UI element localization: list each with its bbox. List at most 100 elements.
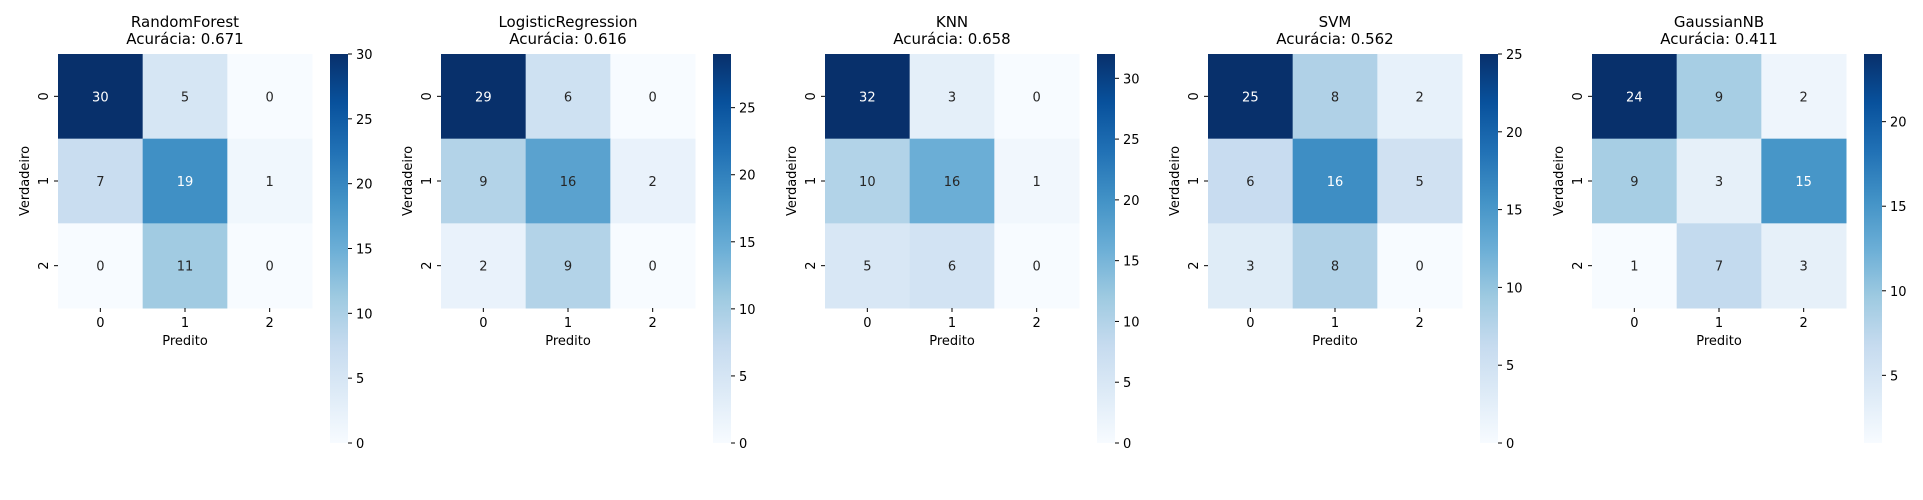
heatmap-cell: [441, 223, 527, 309]
x-axis-label: Predito: [1696, 334, 1742, 349]
colorbar-tick-label: 10: [1123, 315, 1140, 330]
colorbar-tick-label: 15: [1123, 255, 1140, 270]
heatmap-cell: [525, 223, 611, 309]
colorbar: [713, 54, 731, 443]
heatmap-cell: [909, 54, 995, 140]
cell-value-label: 1: [1630, 260, 1638, 275]
x-tick-label: 0: [1246, 316, 1254, 331]
heatmap-cell: [1208, 54, 1294, 140]
x-tick-label: 1: [948, 316, 956, 331]
colorbar-tick-label: 30: [1123, 72, 1140, 87]
cell-value-label: 0: [96, 260, 104, 275]
cell-value-label: 3: [1800, 260, 1808, 275]
heatmap-cell: [994, 54, 1080, 140]
cell-value-label: 6: [948, 260, 956, 275]
cell-value-label: 2: [649, 175, 657, 190]
cell-value-label: 3: [1246, 260, 1254, 275]
colorbar-tick-label: 15: [739, 236, 756, 251]
heatmap-cell: [1676, 54, 1762, 140]
y-tick-label: 0: [1187, 92, 1202, 100]
heatmap-cell: [610, 54, 696, 140]
cell-value-label: 3: [948, 90, 956, 105]
cell-value-label: 7: [96, 175, 104, 190]
colorbar-tick-label: 10: [356, 307, 373, 322]
colorbar-tick-label: 25: [356, 113, 373, 128]
heatmap-cell: [825, 138, 911, 224]
y-tick-label: 2: [420, 262, 435, 270]
heatmap-cell: [994, 223, 1080, 309]
x-tick-label: 1: [1331, 316, 1339, 331]
panel-subtitle: Acurácia: 0.658: [893, 30, 1010, 48]
heatmap-cell: [1592, 138, 1678, 224]
heatmap-cell: [825, 54, 911, 140]
heatmap-cell: [1208, 223, 1294, 309]
cell-value-label: 5: [863, 260, 871, 275]
heatmap-cell: [909, 138, 995, 224]
x-tick-label: 2: [266, 316, 274, 331]
colorbar-tick-label: 0: [1123, 437, 1131, 452]
colorbar-tick-label: 15: [1890, 200, 1907, 215]
x-tick-label: 0: [96, 316, 104, 331]
heatmap-cell: [58, 223, 144, 309]
heatmap-cell: [58, 138, 144, 224]
y-tick-label: 1: [1571, 177, 1586, 185]
heatmap-cell: [1292, 223, 1378, 309]
x-tick-label: 1: [1715, 316, 1723, 331]
cell-value-label: 19: [177, 175, 194, 190]
heatmap-cell: [1377, 223, 1463, 309]
y-tick-label: 1: [1187, 177, 1202, 185]
colorbar-tick-label: 15: [356, 243, 373, 258]
colorbar-tick-label: 20: [1123, 194, 1140, 209]
cell-value-label: 29: [475, 90, 492, 105]
heatmap-cell: [58, 54, 144, 140]
heatmap-cell: [909, 223, 995, 309]
colorbar: [1097, 54, 1115, 443]
heatmap-cell: [610, 223, 696, 309]
heatmap-cell: [1377, 138, 1463, 224]
panel-subtitle: Acurácia: 0.411: [1660, 30, 1777, 48]
colorbar-tick-label: 25: [1506, 48, 1523, 63]
cell-value-label: 7: [1715, 260, 1723, 275]
cell-value-label: 0: [1416, 260, 1424, 275]
cell-value-label: 16: [560, 175, 577, 190]
heatmap-cell: [227, 223, 313, 309]
y-tick-label: 1: [37, 177, 52, 185]
colorbar-tick-label: 5: [356, 372, 364, 387]
heatmap-cell: [1592, 54, 1678, 140]
y-tick-label: 0: [804, 92, 819, 100]
cell-value-label: 2: [1800, 90, 1808, 105]
colorbar-tick-label: 20: [1506, 126, 1523, 141]
cell-value-label: 6: [1246, 175, 1254, 190]
heatmap-cell: [1592, 223, 1678, 309]
heatmap-cell: [1761, 138, 1847, 224]
y-axis-label: Verdadeiro: [401, 146, 416, 216]
x-axis-label: Predito: [929, 334, 975, 349]
cell-value-label: 16: [1327, 175, 1344, 190]
cell-value-label: 1: [1033, 175, 1041, 190]
heatmap-cell: [1292, 54, 1378, 140]
heatmap-cell: [441, 138, 527, 224]
cell-value-label: 10: [859, 175, 876, 190]
heatmap-cell: [825, 223, 911, 309]
heatmap-cell: [227, 138, 313, 224]
heatmap-cell: [525, 138, 611, 224]
heatmap-cell: [610, 138, 696, 224]
cell-value-label: 2: [1416, 90, 1424, 105]
cell-value-label: 0: [1033, 90, 1041, 105]
x-tick-label: 2: [1416, 316, 1424, 331]
x-tick-label: 1: [181, 316, 189, 331]
x-tick-label: 2: [1800, 316, 1808, 331]
colorbar-tick-label: 5: [739, 370, 747, 385]
cell-value-label: 9: [564, 260, 572, 275]
panel-subtitle: Acurácia: 0.616: [509, 30, 626, 48]
x-axis-label: Predito: [545, 334, 591, 349]
x-axis-label: Predito: [1312, 334, 1358, 349]
colorbar-tick-label: 5: [1890, 369, 1898, 384]
x-tick-label: 2: [649, 316, 657, 331]
heatmap-cell: [1761, 223, 1847, 309]
cell-value-label: 15: [1795, 175, 1812, 190]
cell-value-label: 25: [1242, 90, 1259, 105]
y-tick-label: 2: [804, 262, 819, 270]
